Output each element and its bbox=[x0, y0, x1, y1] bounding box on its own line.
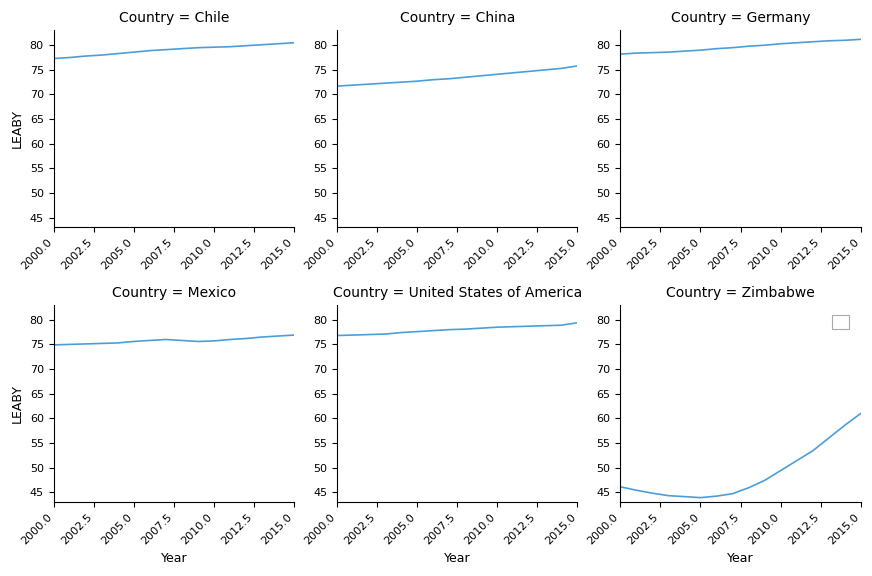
X-axis label: Year: Year bbox=[727, 552, 754, 565]
Title: Country = Zimbabwe: Country = Zimbabwe bbox=[666, 286, 815, 300]
X-axis label: Year: Year bbox=[160, 552, 187, 565]
Title: Country = United States of America: Country = United States of America bbox=[332, 286, 582, 300]
X-axis label: Year: Year bbox=[444, 552, 471, 565]
Bar bbox=[832, 315, 848, 329]
Title: Country = Chile: Country = Chile bbox=[119, 11, 229, 25]
Y-axis label: LEABY: LEABY bbox=[11, 384, 24, 423]
Title: Country = China: Country = China bbox=[399, 11, 514, 25]
Y-axis label: LEABY: LEABY bbox=[11, 109, 24, 149]
Title: Country = Mexico: Country = Mexico bbox=[112, 286, 235, 300]
Title: Country = Germany: Country = Germany bbox=[671, 11, 810, 25]
